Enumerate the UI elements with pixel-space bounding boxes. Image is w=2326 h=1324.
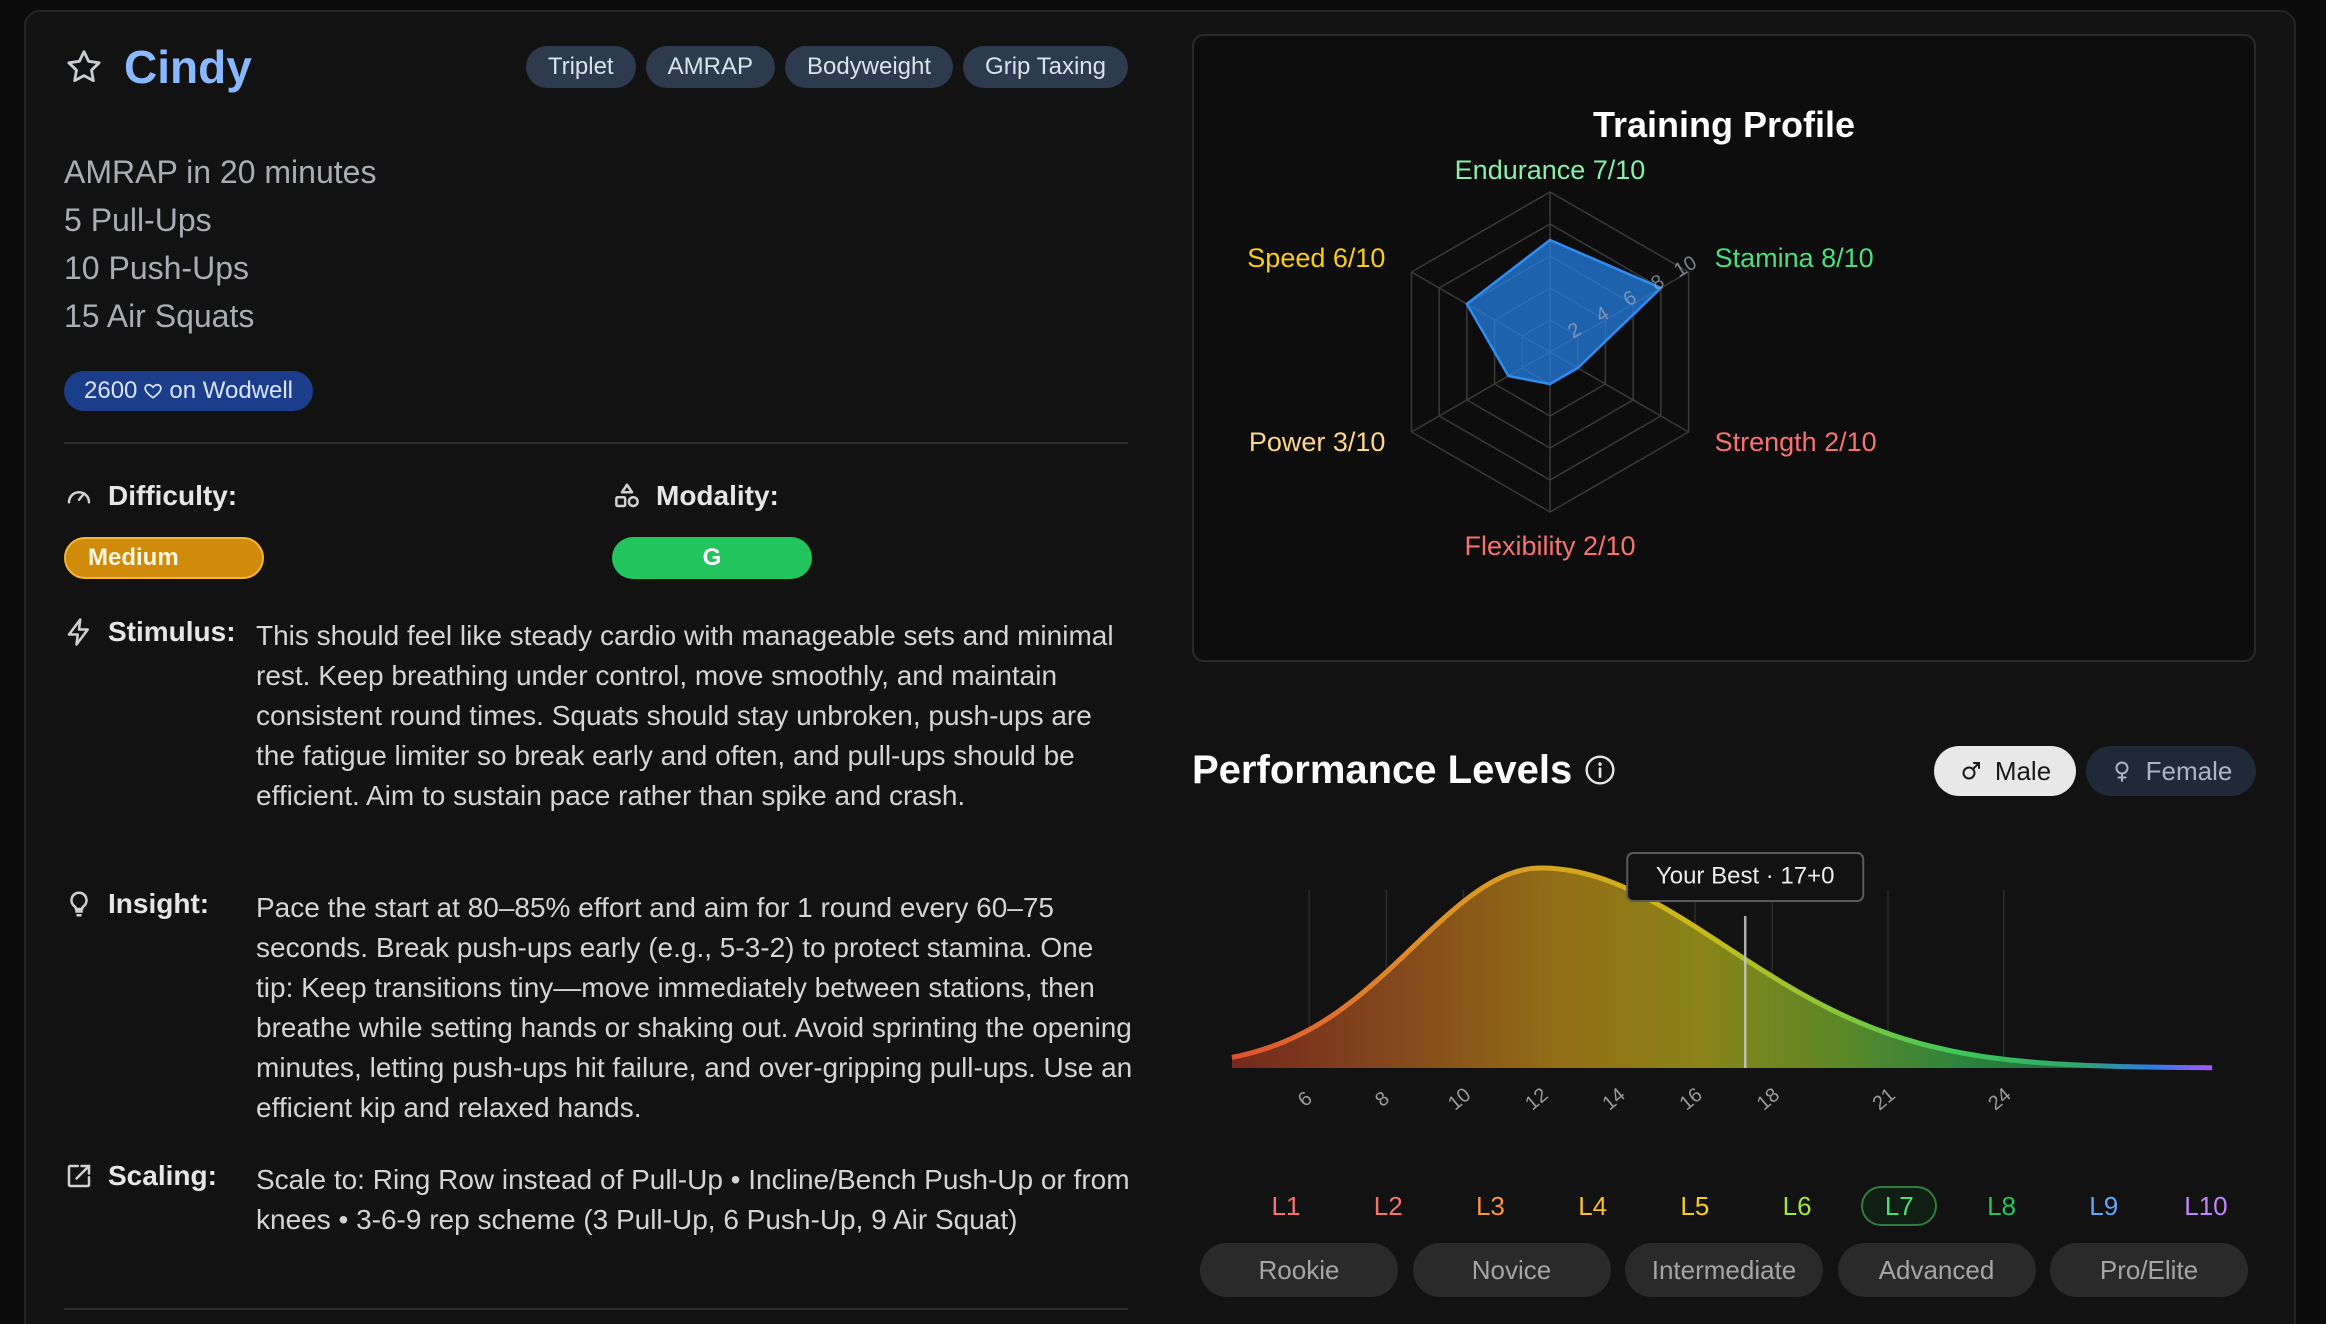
title-row: Cindy bbox=[64, 40, 252, 94]
workout-line: 15 Air Squats bbox=[64, 298, 255, 334]
level-chip-l5[interactable]: L5 bbox=[1680, 1190, 1710, 1221]
info-icon[interactable] bbox=[1584, 754, 1616, 786]
workout-title: Cindy bbox=[124, 41, 252, 93]
tier-button[interactable]: Novice bbox=[1412, 1243, 1611, 1297]
female-toggle-button[interactable]: Female bbox=[2086, 746, 2256, 796]
scaling-heading: Scaling: bbox=[64, 1160, 217, 1192]
tier-button[interactable]: Pro/Elite bbox=[2050, 1243, 2248, 1297]
male-toggle-button[interactable]: Male bbox=[1934, 746, 2076, 796]
level-chip-l8[interactable]: L8 bbox=[1987, 1190, 2016, 1221]
scaling-section: Scaling: Scale to: Ring Row instead of P… bbox=[64, 1160, 1134, 1290]
your-best-label: Your Best · 17+0 bbox=[1656, 862, 1835, 889]
difficulty-badge: Medium bbox=[64, 537, 264, 579]
insight-section: Insight: Pace the start at 80–85% effort… bbox=[64, 888, 1134, 1128]
female-icon bbox=[2115, 761, 2129, 782]
female-label: Female bbox=[2145, 755, 2233, 786]
level-chip-l2[interactable]: L2 bbox=[1373, 1190, 1403, 1221]
x-tick-label: 18 bbox=[1753, 1084, 1784, 1115]
radar-axis-label: Endurance 7/10 bbox=[1455, 155, 1646, 185]
level-chip-l6[interactable]: L6 bbox=[1782, 1190, 1812, 1221]
distribution-area bbox=[1232, 868, 2216, 1068]
level-chip-l7[interactable]: L7 bbox=[1861, 1186, 1938, 1226]
lightning-icon bbox=[67, 618, 89, 646]
scaling-text: Scale to: Ring Row instead of Pull-Up • … bbox=[256, 1164, 1130, 1235]
training-profile-card: Training Profile 2 4 6 8 10 Endurance 7/10 Sta… bbox=[1192, 34, 2256, 662]
level-selector: L1 L2 L3 L4 L5 L6 L7 L8 L9 L10 bbox=[1248, 1186, 2244, 1226]
radar-axis-label: Power 3/10 bbox=[1249, 427, 1386, 457]
tier-button[interactable]: Intermediate bbox=[1625, 1243, 1823, 1297]
insight-text: Pace the start at 80–85% effort and aim … bbox=[256, 892, 1133, 1123]
difficulty-heading: Difficulty: bbox=[64, 480, 237, 512]
your-best-tooltip bbox=[1626, 852, 1865, 902]
external-edit-icon bbox=[67, 1164, 91, 1188]
likes-count: 2600 bbox=[84, 377, 138, 404]
tag[interactable]: Bodyweight bbox=[784, 46, 954, 88]
x-tick-label: 12 bbox=[1521, 1084, 1552, 1115]
tier-button[interactable]: Rookie bbox=[1200, 1243, 1398, 1297]
divider bbox=[64, 442, 1128, 444]
tag[interactable]: AMRAP bbox=[645, 46, 775, 88]
radar-axis-label: Speed 6/10 bbox=[1247, 243, 1385, 273]
modality-heading: Modality: bbox=[612, 480, 779, 512]
radar-axis-label: Flexibility 2/10 bbox=[1464, 531, 1635, 561]
stimulus-section: Stimulus: This should feel like steady c… bbox=[64, 616, 1134, 856]
level-chip-l10[interactable]: L10 bbox=[2184, 1190, 2228, 1221]
insight-heading: Insight: bbox=[64, 888, 209, 920]
modality-badge: G bbox=[612, 537, 812, 579]
gauge-icon bbox=[67, 491, 91, 504]
likes-badge[interactable]: 2600 on Wodwell bbox=[64, 371, 314, 411]
scaling-label: Scaling: bbox=[108, 1160, 217, 1191]
workout-description: AMRAP in 20 minutes 5 Pull-Ups 10 Push-U… bbox=[64, 148, 376, 340]
level-chip-l3[interactable]: L3 bbox=[1475, 1190, 1505, 1221]
x-tick-label: 14 bbox=[1598, 1084, 1629, 1115]
stimulus-heading: Stimulus: bbox=[64, 616, 236, 648]
x-tick-label: 21 bbox=[1869, 1084, 1900, 1115]
training-profile-title: Training Profile bbox=[1592, 104, 1856, 145]
tag[interactable]: Grip Taxing bbox=[963, 46, 1128, 88]
x-tick-label: 16 bbox=[1676, 1084, 1707, 1115]
level-chip-l9[interactable]: L9 bbox=[2089, 1190, 2119, 1221]
radar-data-area bbox=[1465, 238, 1664, 386]
x-tick-label: 24 bbox=[1984, 1084, 2015, 1115]
likes-suffix: on Wodwell bbox=[169, 377, 294, 404]
workout-line: 5 Pull-Ups bbox=[64, 202, 212, 238]
lightbulb-icon bbox=[70, 891, 88, 917]
workout-line: 10 Push-Ups bbox=[64, 250, 249, 286]
distribution-curve bbox=[1231, 865, 2213, 1071]
radar-ring-label: 10 bbox=[1670, 252, 1700, 282]
difficulty-label: Difficulty: bbox=[108, 480, 238, 511]
divider bbox=[64, 1308, 1128, 1310]
performance-distribution-chart: 6 8 10 12 14 16 18 21 24 Your Best · 17+0 bbox=[1231, 852, 2216, 1115]
tag-list: Triplet AMRAP Bodyweight Grip Taxing bbox=[525, 46, 1128, 88]
level-chip-l4[interactable]: L4 bbox=[1578, 1190, 1608, 1221]
insight-label: Insight: bbox=[108, 888, 210, 919]
radar-axis-label: Stamina 8/10 bbox=[1715, 243, 1874, 273]
male-icon bbox=[1962, 762, 1980, 780]
star-icon[interactable] bbox=[64, 47, 104, 87]
radar-axis-label: Strength 2/10 bbox=[1715, 427, 1877, 457]
x-tick-label: 8 bbox=[1371, 1087, 1394, 1111]
tag[interactable]: Triplet bbox=[525, 46, 636, 88]
performance-levels-title: Performance Levels bbox=[1192, 748, 1573, 792]
x-tick-label: 6 bbox=[1294, 1087, 1317, 1111]
stimulus-text: This should feel like steady cardio with… bbox=[256, 620, 1114, 811]
stimulus-label: Stimulus: bbox=[108, 616, 236, 647]
tier-button[interactable]: Advanced bbox=[1837, 1243, 2036, 1297]
modality-label: Modality: bbox=[656, 480, 779, 511]
level-chip-l1[interactable]: L1 bbox=[1271, 1190, 1301, 1221]
male-label: Male bbox=[1994, 755, 2052, 786]
x-tick-label: 10 bbox=[1444, 1084, 1475, 1115]
shapes-icon bbox=[615, 483, 639, 508]
heart-icon bbox=[144, 383, 163, 399]
workout-line: AMRAP in 20 minutes bbox=[64, 154, 377, 190]
tier-selector: Rookie Novice Intermediate Advanced Pro/… bbox=[1200, 1243, 2248, 1297]
